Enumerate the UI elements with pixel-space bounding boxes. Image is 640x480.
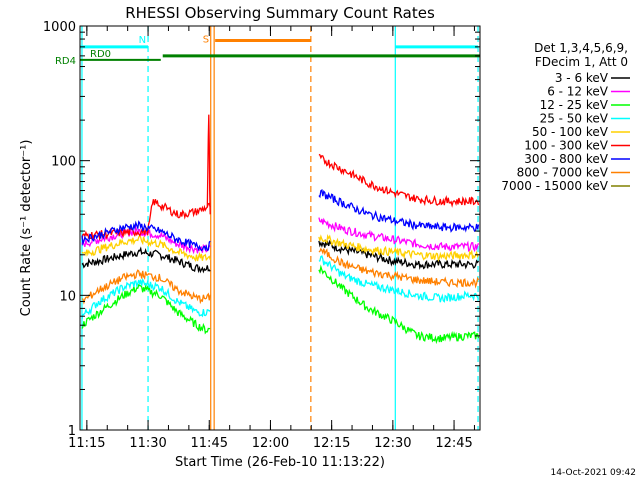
legend-header-line-1: Det 1,3,4,5,6,9, [534, 41, 628, 55]
flare-spike [206, 114, 211, 215]
annotation-label-rd0: RD0 [90, 49, 111, 60]
annotation-bars: N S RD0 RD4 [55, 35, 480, 67]
x-tick-label-12:30: 12:30 [374, 436, 411, 451]
series-line-800to7000keV [81, 247, 480, 305]
legend-label-4: 50 - 100 keV [532, 125, 609, 139]
x-tick-label-12:45: 12:45 [435, 436, 472, 451]
y-tick-label-1000: 1000 [43, 20, 76, 35]
x-tick-label-11:15: 11:15 [68, 436, 105, 451]
annotation-label-n: N [139, 35, 146, 46]
legend-label-3: 25 - 50 keV [540, 112, 609, 126]
annotation-label-s: S [203, 35, 209, 46]
series-lines [81, 114, 480, 345]
y-tick-label-100: 100 [51, 155, 76, 170]
legend: Det 1,3,4,5,6,9, FDecim 1, Att 0 3 - 6 k… [501, 41, 630, 193]
x-tick-label-12:15: 12:15 [313, 436, 350, 451]
axes: 1 10 100 1000 11:15 11:30 11:45 12:00 12:15 12:30… [43, 20, 480, 451]
plot-frame [79, 25, 481, 431]
legend-label-7: 800 - 7000 keV [517, 166, 609, 180]
annotation-label-rd4: RD4 [55, 56, 76, 67]
series-line-50to100keV [81, 234, 480, 263]
series-line-300to800keV [81, 188, 480, 252]
legend-label-1: 6 - 12 keV [547, 85, 609, 99]
legend-label-5: 100 - 300 keV [524, 139, 608, 153]
x-tick-label-11:30: 11:30 [129, 436, 166, 451]
vertical-markers [81, 26, 479, 430]
x-axis-label: Start Time (26-Feb-10 11:13:22) [175, 455, 385, 470]
legend-header-line-2: FDecim 1, Att 0 [535, 55, 628, 69]
legend-label-2: 12 - 25 keV [540, 98, 609, 112]
y-tick-label-10: 10 [59, 289, 76, 304]
timestamp: 14-Oct-2021 09:42 [551, 468, 636, 478]
legend-label-8: 7000 - 15000 keV [501, 179, 608, 193]
series-line-25to50keV [81, 255, 480, 320]
x-tick-label-12:00: 12:00 [252, 436, 289, 451]
y-tick-label-1: 1 [68, 424, 76, 439]
series-line-12to25keV [81, 264, 480, 345]
series-line-3to6keV [81, 239, 480, 274]
legend-label-0: 3 - 6 keV [555, 71, 609, 85]
legend-label-6: 300 - 800 keV [524, 152, 608, 166]
x-tick-label-11:45: 11:45 [191, 436, 228, 451]
y-axis-label: Count Rate (s⁻¹ detector⁻¹) [19, 140, 34, 317]
chart-title: RHESSI Observing Summary Count Rates [125, 4, 435, 22]
